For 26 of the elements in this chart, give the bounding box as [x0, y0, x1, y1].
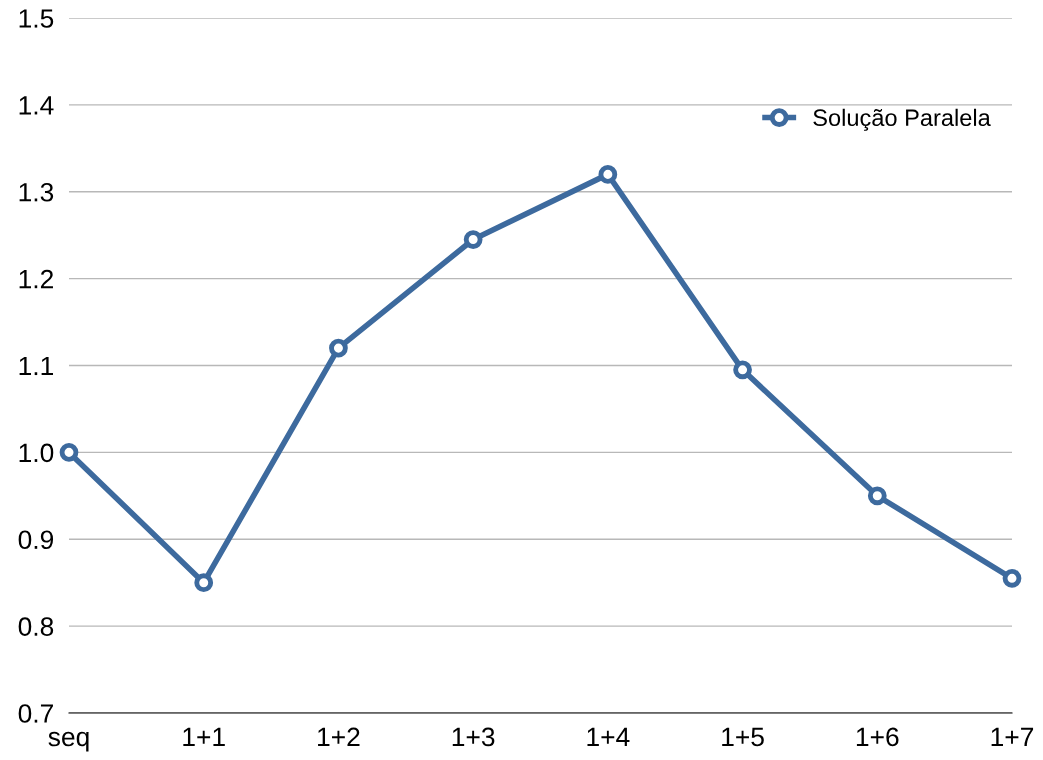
x-tick-label: 1+2 — [318, 727, 360, 747]
x-tick-label: 1+4 — [587, 727, 630, 747]
x-tick-label: 1+7 — [991, 727, 1034, 747]
point — [1002, 568, 1022, 588]
y-tick-label: 1.2 — [19, 269, 53, 289]
y-tick-label: 1.5 — [19, 9, 54, 28]
x-tick-label: 1+5 — [722, 727, 764, 747]
x-tick-label: 1+6 — [856, 727, 899, 747]
point — [733, 360, 752, 380]
point — [867, 486, 887, 506]
point — [598, 165, 618, 184]
y-tick-label: 1.3 — [19, 182, 54, 202]
y-tick-label: 0.8 — [18, 617, 54, 636]
x-tick-label: 1+3 — [452, 727, 495, 747]
y-tick-label: 1.4 — [19, 96, 54, 115]
x-tick-label: seq — [48, 731, 89, 752]
y-tick-label: 1.0 — [19, 443, 54, 463]
y-tick-label: 1.1 — [19, 356, 54, 376]
point — [194, 573, 214, 593]
y-tick-label: 0.7 — [18, 704, 53, 723]
point — [59, 443, 79, 462]
x-tick-label: 1+1 — [183, 727, 225, 747]
point — [329, 338, 348, 358]
point — [463, 230, 483, 249]
y-tick-label: 0.9 — [18, 530, 54, 550]
legend-label: Solução Paralela — [813, 108, 991, 131]
